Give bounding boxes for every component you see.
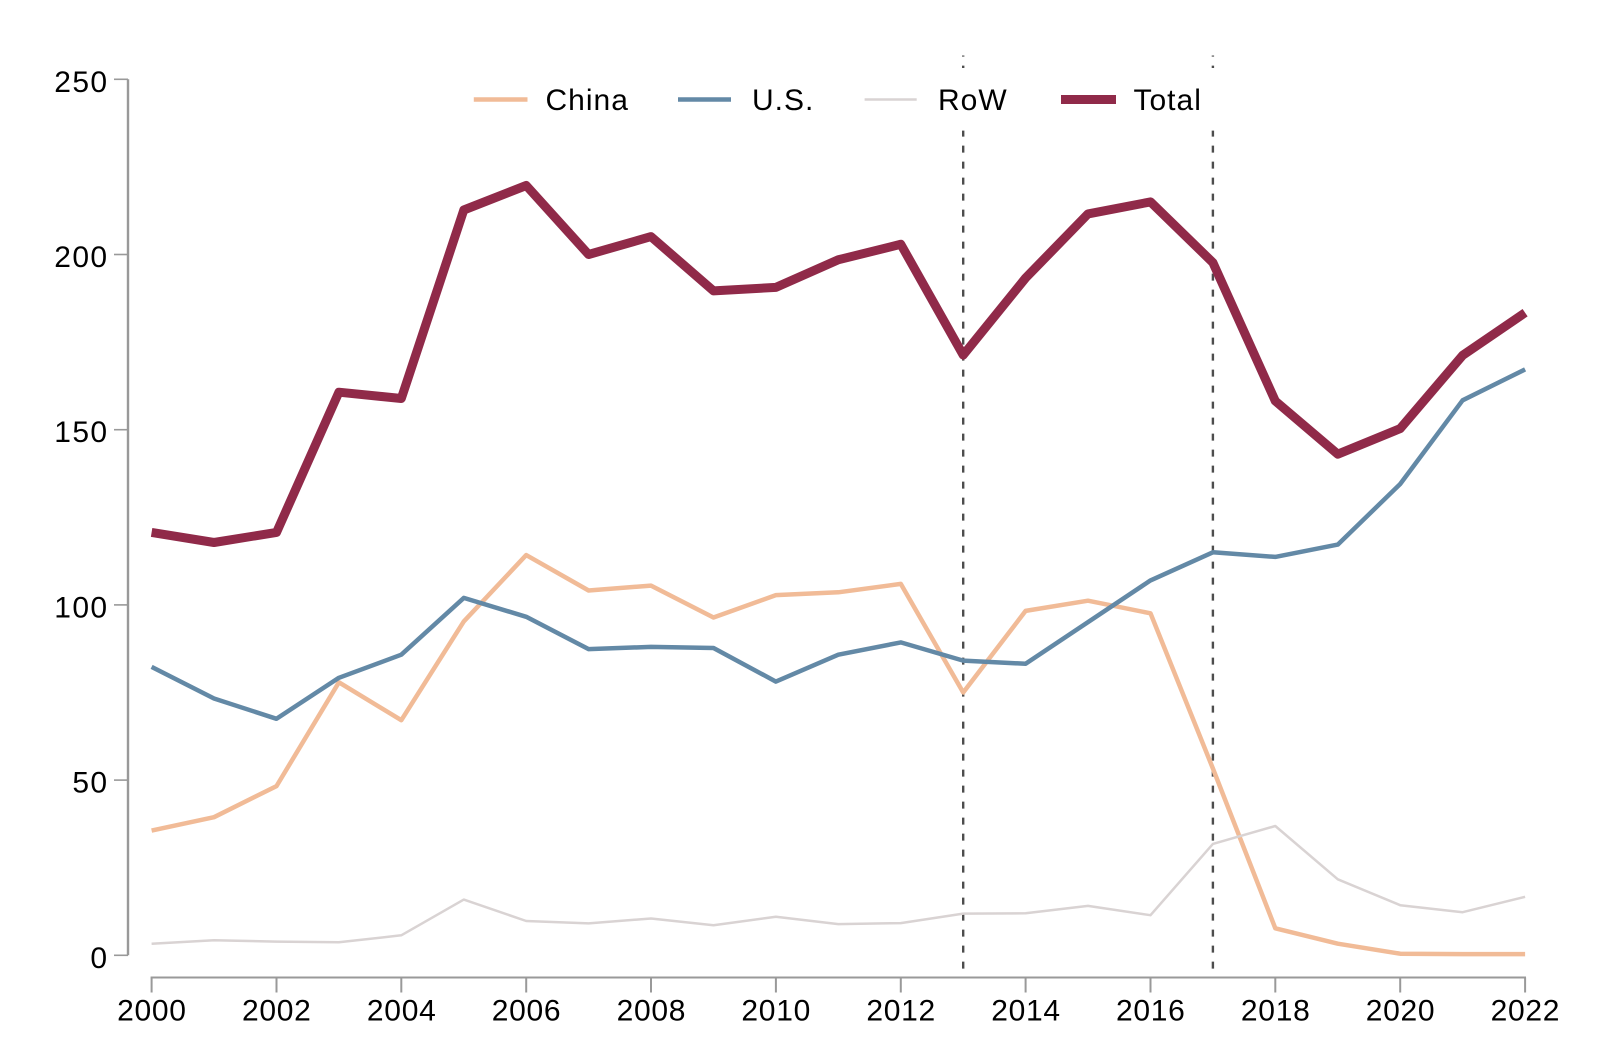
svg-text:2022: 2022 xyxy=(1491,995,1561,1028)
svg-text:U.S.: U.S. xyxy=(752,84,814,117)
svg-text:2016: 2016 xyxy=(1116,995,1186,1028)
svg-text:150: 150 xyxy=(54,416,108,449)
svg-text:2002: 2002 xyxy=(242,995,312,1028)
svg-text:RoW: RoW xyxy=(938,84,1008,117)
svg-text:2012: 2012 xyxy=(866,995,936,1028)
svg-text:2020: 2020 xyxy=(1366,995,1436,1028)
svg-text:50: 50 xyxy=(72,767,108,800)
svg-text:2004: 2004 xyxy=(367,995,437,1028)
svg-text:2000: 2000 xyxy=(117,995,187,1028)
svg-text:China: China xyxy=(546,84,629,117)
svg-text:100: 100 xyxy=(54,591,108,624)
svg-text:2008: 2008 xyxy=(617,995,687,1028)
svg-text:250: 250 xyxy=(54,66,108,99)
svg-text:0: 0 xyxy=(90,942,108,975)
svg-text:2006: 2006 xyxy=(492,995,562,1028)
svg-text:2018: 2018 xyxy=(1241,995,1311,1028)
svg-text:2010: 2010 xyxy=(741,995,811,1028)
svg-text:2014: 2014 xyxy=(991,995,1061,1028)
svg-text:200: 200 xyxy=(54,241,108,274)
svg-text:Total: Total xyxy=(1134,84,1202,117)
